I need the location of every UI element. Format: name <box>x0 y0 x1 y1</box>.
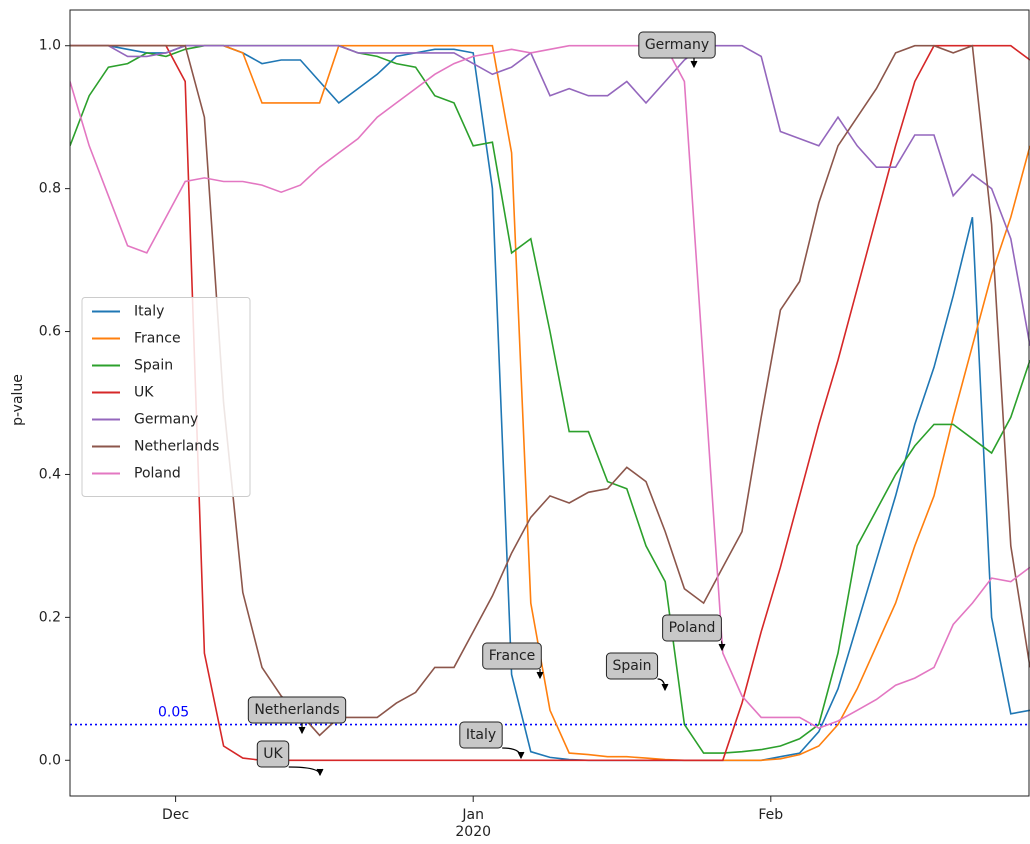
x-year-label: 2020 <box>455 824 491 840</box>
series-line <box>70 44 1030 762</box>
x-tick-label: Dec <box>162 807 189 823</box>
annotation-label: Germany <box>645 37 709 53</box>
y-axis-label: p-value <box>10 374 26 426</box>
legend: Italy France Spain UK Germany Netherlands Pola… <box>81 297 251 497</box>
annotation-label: UK <box>263 746 283 762</box>
annotation: France <box>482 642 544 680</box>
annotation: Poland <box>662 614 726 652</box>
legend-label: Netherlands <box>134 439 219 455</box>
arrow-head <box>690 60 698 69</box>
plot-area <box>70 44 1030 762</box>
annotation: Germany <box>638 31 716 69</box>
legend-label: Spain <box>134 358 173 374</box>
legend-label: Italy <box>134 304 164 320</box>
arrow-head <box>718 643 726 652</box>
annotation-box <box>605 652 659 680</box>
annotation-label: France <box>489 648 536 664</box>
annotation-box <box>482 642 542 670</box>
x-tick-label: Jan <box>461 807 484 823</box>
legend-label: Germany <box>134 412 198 428</box>
y-tick-label: 0.0 <box>39 752 61 768</box>
y-tick-label: 0.2 <box>39 609 61 625</box>
legend-box <box>81 297 251 497</box>
plot-frame <box>69 9 1030 797</box>
legend-label: France <box>134 331 181 347</box>
y-tick-label: 1.0 <box>39 38 61 54</box>
legend-label: Poland <box>134 466 181 482</box>
annotation: UK <box>256 740 324 777</box>
annotation-label: Spain <box>612 658 651 674</box>
series-line <box>70 44 1030 346</box>
y-tick-label: 0.6 <box>39 324 61 340</box>
series-line <box>70 44 1030 762</box>
annotation: Netherlands <box>247 696 347 735</box>
annotation-label: Netherlands <box>254 702 339 718</box>
annotation-box <box>638 31 716 59</box>
arrow-head <box>298 726 306 735</box>
threshold-label: 0.05 <box>158 705 189 721</box>
y-tick-label: 0.8 <box>39 181 61 197</box>
annotation: Italy <box>459 721 525 760</box>
x-tick-label: Feb <box>758 807 783 823</box>
arrow-head <box>316 768 324 777</box>
series-line <box>70 44 1030 729</box>
annotation-arrow <box>288 766 321 776</box>
annotation: Spain <box>605 652 669 692</box>
annotation-label: Italy <box>466 727 496 743</box>
annotation-box <box>662 614 722 642</box>
legend-label: UK <box>134 385 154 401</box>
annotation-box <box>256 740 290 768</box>
arrow-head <box>536 671 544 680</box>
y-tick-label: 0.4 <box>39 466 61 482</box>
arrow-head <box>517 751 525 760</box>
annotation-box <box>459 721 503 749</box>
annotation-label: Poland <box>669 620 716 636</box>
arrow-head <box>661 683 669 692</box>
annotation-box <box>247 696 347 724</box>
